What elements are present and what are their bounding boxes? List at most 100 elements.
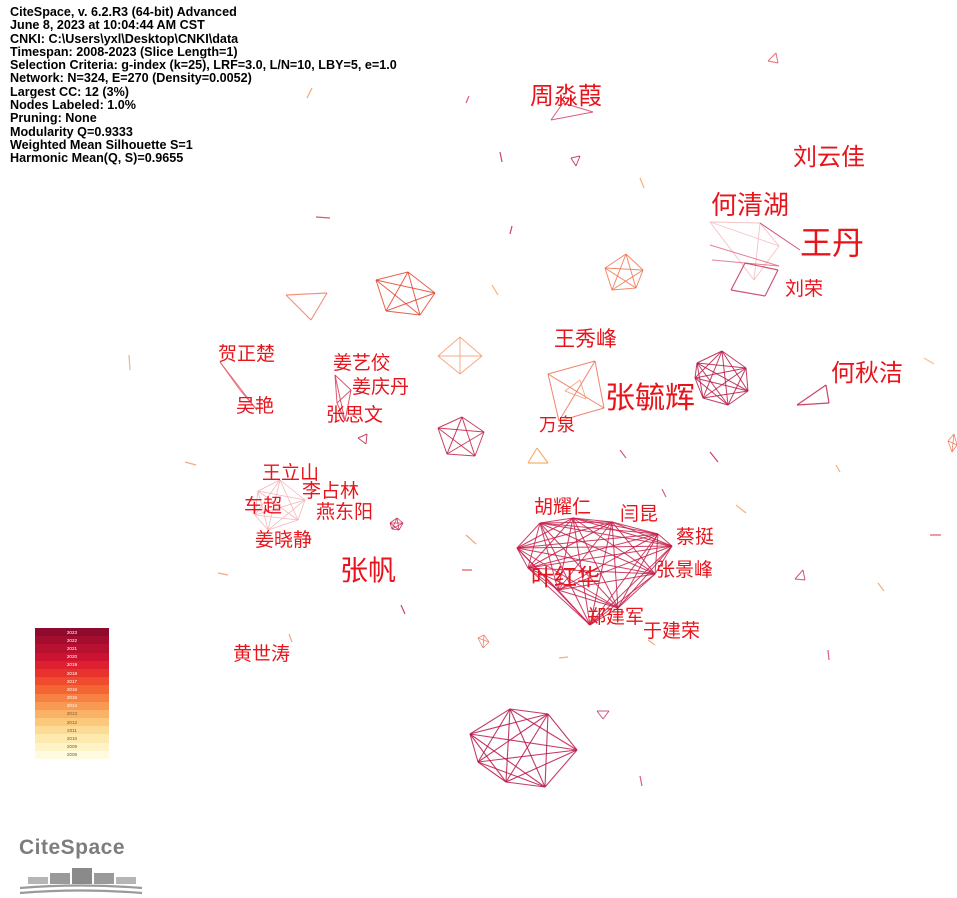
info-line-version: CiteSpace, v. 6.2.R3 (64-bit) Advanced	[10, 5, 237, 19]
network-edge	[477, 761, 507, 783]
author-label[interactable]: 姜艺佼	[333, 352, 390, 374]
network-edge	[625, 253, 637, 289]
network-edge	[505, 713, 549, 783]
legend-year-2013: 2013	[35, 709, 109, 719]
author-label[interactable]: 燕东阳	[316, 501, 373, 523]
network-edge	[527, 517, 574, 569]
network-edge	[647, 639, 656, 646]
network-edge	[477, 761, 546, 788]
network-edge	[365, 433, 368, 445]
network-edge	[217, 572, 229, 576]
network-edge	[285, 292, 328, 296]
network-edge	[375, 271, 409, 281]
network-edge	[184, 461, 197, 466]
network-edge	[257, 490, 299, 521]
author-label[interactable]: 胡耀仁	[534, 496, 591, 518]
network-edge	[709, 221, 780, 247]
network-edge	[947, 433, 955, 442]
author-label[interactable]: 张思文	[326, 404, 383, 426]
author-label[interactable]: 王秀峰	[554, 327, 617, 351]
network-edge	[617, 573, 656, 609]
network-edge	[764, 269, 779, 297]
network-edge	[267, 519, 299, 531]
network-edge	[564, 379, 581, 392]
legend-year-2015: 2015	[35, 693, 109, 702]
network-edge	[709, 221, 761, 224]
network-edge	[753, 245, 780, 281]
network-edge	[635, 269, 644, 289]
legend-year-2014: 2014	[35, 701, 109, 710]
network-edge	[579, 379, 587, 400]
network-edge	[334, 374, 346, 422]
author-label[interactable]: 姜晓静	[255, 529, 312, 551]
author-label[interactable]: 周淼葭	[530, 82, 602, 110]
network-edge	[279, 479, 306, 501]
author-label[interactable]: 闫昆	[620, 503, 658, 525]
network-edge	[557, 545, 673, 591]
author-label[interactable]: 张帆	[340, 554, 396, 587]
network-edge	[288, 633, 293, 643]
network-edge	[775, 52, 779, 64]
network-edge	[802, 569, 806, 581]
author-label[interactable]: 蔡挺	[676, 526, 714, 548]
author-label[interactable]: 张景峰	[656, 559, 713, 581]
network-edge	[611, 269, 644, 291]
network-edge	[611, 253, 627, 291]
author-label[interactable]: 李占林	[302, 480, 359, 502]
network-edge	[297, 499, 306, 521]
author-label[interactable]: 张毓辉	[605, 381, 695, 416]
author-label[interactable]: 姜庆丹	[352, 376, 409, 398]
network-edge	[254, 479, 281, 516]
network-edge	[357, 437, 367, 445]
network-edge	[617, 545, 673, 609]
author-label[interactable]: 万泉	[539, 415, 575, 436]
network-edge	[639, 775, 643, 787]
author-label[interactable]: 郑建军	[587, 606, 644, 628]
network-edge	[557, 521, 613, 591]
network-edge	[128, 354, 131, 371]
network-edge	[539, 521, 613, 524]
network-edge	[539, 522, 656, 575]
network-edge	[727, 367, 747, 406]
network-edge	[482, 641, 490, 649]
author-label[interactable]: 何清湖	[711, 191, 789, 221]
network-edge	[336, 402, 346, 422]
logo-graphic	[19, 868, 143, 895]
author-label[interactable]: 王丹	[800, 224, 864, 262]
network-edge	[558, 656, 569, 659]
network-edge	[437, 427, 448, 455]
network-edge	[539, 517, 574, 524]
network-edge	[465, 534, 477, 545]
network-edge	[696, 362, 704, 399]
author-label[interactable]: 刘荣	[785, 278, 823, 300]
network-edge	[550, 111, 594, 121]
info-line-source: CNKI: C:\Users\yxl\Desktop\CNKI\data	[10, 31, 239, 46]
network-edge	[947, 440, 957, 446]
network-edge	[951, 433, 955, 453]
network-edge	[753, 222, 761, 281]
network-edge	[257, 490, 269, 531]
network-edge	[400, 604, 406, 615]
network-edge	[796, 384, 827, 406]
author-label[interactable]: 贺正楚	[218, 343, 275, 365]
network-edge	[544, 713, 549, 788]
network-edge	[657, 533, 673, 547]
author-label[interactable]: 刘云佳	[793, 143, 865, 171]
network-edge	[557, 533, 659, 591]
network-edge	[557, 589, 591, 626]
author-label[interactable]: 黄世涛	[233, 643, 290, 665]
author-label[interactable]: 何秋洁	[831, 359, 903, 387]
author-label[interactable]: 叶红华	[531, 565, 600, 591]
author-label[interactable]: 于建荣	[643, 620, 700, 642]
author-label[interactable]: 车超	[244, 495, 282, 517]
network-edge	[279, 479, 299, 521]
network-edge	[696, 362, 729, 406]
network-edge	[558, 407, 605, 422]
network-edge	[604, 267, 637, 289]
network-edge	[257, 479, 281, 492]
author-label[interactable]: 王立山	[262, 462, 319, 484]
network-edge	[557, 573, 656, 591]
author-label[interactable]: 吴艳	[236, 395, 274, 417]
network-edge	[794, 578, 806, 581]
